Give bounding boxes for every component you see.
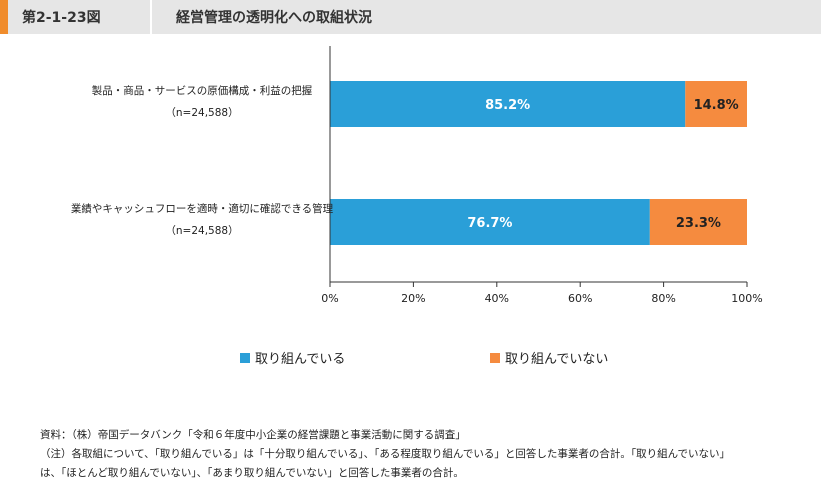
figure-number: 第2-1-23図 — [22, 10, 101, 26]
legend-swatch-doing — [240, 352, 250, 363]
figure-header: 第2-1-23図 経営管理の透明化への取組状況 — [0, 0, 821, 34]
data-label-doing-1: 76.7% — [467, 216, 512, 231]
legend-item-doing: 取り組んでいる — [240, 348, 345, 367]
category-n-label-0: （n=24,588） — [165, 107, 238, 119]
legend-swatch-not-doing — [490, 352, 500, 363]
bar-doing-1 — [330, 199, 650, 245]
legend-label-not-doing: 取り組んでいない — [505, 352, 609, 367]
footnotes: 資料：（株）帝国データバンク「令和６年度中小企業の経営課題と事業活動に関する調査… — [40, 426, 730, 483]
data-label-not-doing-0: 14.8% — [694, 98, 739, 113]
header-separator — [150, 0, 152, 34]
source-note: 資料：（株）帝国データバンク「令和６年度中小企業の経営課題と事業活動に関する調査… — [40, 429, 466, 441]
x-tick-label-4: 80% — [651, 292, 675, 305]
legend-item-not-doing: 取り組んでいない — [490, 348, 608, 367]
legend-label-doing: 取り組んでいる — [255, 352, 346, 367]
header-accent-bar — [0, 0, 8, 34]
note-line-2: は、「ほとんど取り組んでいない」、「あまり取り組んでいない」と回答した事業者の合… — [40, 467, 464, 479]
bar-not-doing-0 — [685, 81, 747, 127]
x-tick-label-3: 60% — [568, 292, 592, 305]
data-label-not-doing-1: 23.3% — [676, 216, 721, 231]
figure-title: 経営管理の透明化への取組状況 — [176, 10, 372, 26]
x-tick-label-2: 40% — [485, 292, 509, 305]
bar-not-doing-1 — [649, 199, 747, 245]
category-n-label-1: （n=24,588） — [165, 225, 238, 237]
note-line-1: （注）各取組について、「取り組んでいる」は「十分取り組んでいる」、「ある程度取り… — [40, 448, 731, 460]
data-label-doing-0: 85.2% — [485, 98, 530, 113]
bar-doing-0 — [330, 81, 686, 127]
x-tick-label-5: 100% — [731, 292, 762, 305]
x-tick-label-1: 20% — [401, 292, 425, 305]
stacked-bar-chart: 85.2% 14.8% 製品・商品・サービスの原価構成・利益の把握 （n=24,588… — [71, 46, 763, 305]
category-label-1: 業績やキャッシュフローを適時・適切に確認できる管理 — [71, 202, 334, 215]
category-label-0: 製品・商品・サービスの原価構成・利益の把握 — [92, 84, 313, 97]
x-tick-label-0: 0% — [321, 292, 338, 305]
